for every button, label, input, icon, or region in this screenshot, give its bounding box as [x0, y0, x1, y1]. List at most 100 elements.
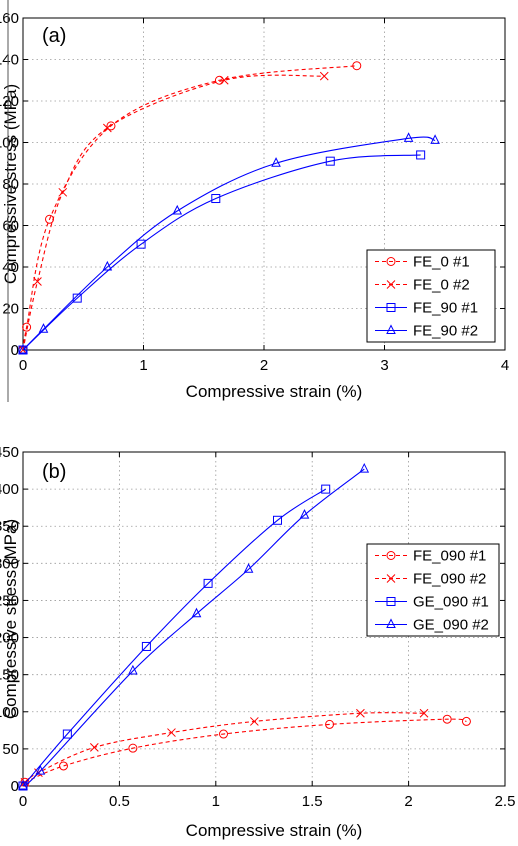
- series-line: [24, 718, 467, 783]
- data-point: [352, 61, 362, 71]
- series-fe-0-2: [18, 71, 329, 355]
- data-point: [18, 779, 28, 790]
- data-point: [243, 563, 254, 573]
- y-tick-label: 100: [0, 135, 19, 152]
- x-tick-label: 1: [212, 793, 220, 810]
- y-tick-label: 150: [0, 667, 19, 684]
- x-tick-label: 2.5: [495, 793, 516, 810]
- legend-label: FE_0 #2: [413, 277, 470, 294]
- data-point: [38, 323, 49, 333]
- y-tick-label: 20: [2, 301, 19, 318]
- y-tick-label: 350: [0, 518, 19, 535]
- data-point: [203, 578, 213, 588]
- y-tick-label: 60: [2, 218, 19, 235]
- data-point: [128, 664, 138, 675]
- panel-label: (a): [42, 25, 66, 47]
- x-tick-label: 4: [501, 357, 509, 374]
- data-point: [22, 322, 32, 332]
- data-point: [35, 765, 46, 775]
- legend-label: GE_090 #1: [413, 594, 489, 611]
- data-point: [33, 277, 42, 286]
- data-point: [442, 714, 452, 724]
- legend-label: FE_90 #1: [413, 300, 478, 317]
- series-ge-090-2: [18, 462, 370, 790]
- y-tick-label: 120: [0, 93, 19, 110]
- y-axis-label: Compressive stress (MPa): [1, 84, 20, 284]
- data-point: [167, 728, 176, 737]
- y-tick-label: 450: [0, 444, 19, 461]
- legend-label: FE_0 #1: [413, 254, 470, 271]
- data-point: [359, 462, 370, 473]
- y-tick-label: 100: [0, 704, 19, 721]
- legend-marker: [386, 551, 396, 560]
- legend-label: FE_090 #1: [413, 548, 486, 565]
- data-point: [102, 260, 113, 271]
- y-tick-label: 400: [0, 481, 19, 498]
- legend-label: FE_090 #2: [413, 571, 486, 588]
- data-point: [416, 150, 426, 160]
- data-point: [18, 343, 28, 354]
- y-axis-label: Compressive stress (MPa): [1, 519, 20, 719]
- legend-label: FE_90 #2: [413, 323, 478, 340]
- data-point: [191, 607, 202, 618]
- data-point: [102, 123, 112, 133]
- x-tick-label: 1.5: [302, 793, 323, 810]
- data-point: [250, 717, 259, 726]
- series-line: [22, 74, 325, 351]
- panel-label: (b): [42, 461, 66, 483]
- legend: FE_0 #1 FE_0 #2 FE_90 #1 FE_90 #2: [366, 249, 496, 343]
- data-point: [319, 71, 329, 81]
- legend: FE_090 #1 FE_090 #2 GE_090 #1 GE_090 #2: [366, 543, 500, 637]
- data-point: [58, 761, 68, 771]
- legend-marker: [386, 574, 396, 583]
- chart-panel-b: 0 0.5 1 1.5 2 2.5 0 50 100 150 200 250 300 350 400 450 C…: [0, 444, 515, 840]
- x-tick-label: 3: [380, 357, 388, 374]
- data-point: [106, 121, 116, 131]
- y-tick-label: 140: [0, 52, 19, 69]
- data-point: [299, 508, 310, 519]
- legend-marker: [386, 280, 396, 289]
- y-tick-label: 0: [11, 342, 19, 359]
- legend-marker: [386, 303, 396, 312]
- legend-marker: [386, 257, 396, 266]
- x-tick-label: 1: [139, 357, 147, 374]
- data-point: [461, 716, 471, 726]
- x-tick-label: 0: [19, 357, 27, 374]
- data-point: [58, 187, 68, 197]
- y-tick-label: 160: [0, 10, 19, 27]
- data-point: [62, 729, 72, 739]
- legend-label: GE_090 #2: [413, 617, 489, 634]
- y-tick-label: 300: [0, 555, 19, 572]
- legend-marker: [386, 324, 396, 334]
- axes-box: [22, 451, 506, 787]
- series-fe-90-2: [18, 132, 440, 354]
- data-point: [214, 75, 224, 85]
- y-tick-label: 50: [2, 741, 19, 758]
- data-point: [356, 708, 365, 718]
- data-point: [219, 75, 229, 85]
- y-tick-label: 80: [2, 176, 19, 193]
- data-point: [72, 293, 82, 303]
- data-point: [136, 239, 146, 249]
- series-line: [22, 488, 326, 787]
- series-line: [22, 154, 421, 351]
- x-axis-label: Compressive strain (%): [186, 382, 363, 401]
- data-point: [271, 157, 281, 167]
- x-tick-label: 0: [19, 793, 27, 810]
- data-point: [211, 194, 221, 204]
- y-tick-label: 250: [0, 592, 19, 609]
- data-point: [89, 743, 99, 752]
- data-point: [403, 132, 414, 142]
- data-point: [219, 729, 229, 739]
- data-point: [128, 743, 138, 753]
- y-tick-label: 0: [11, 778, 19, 795]
- series-fe-90-1: [18, 150, 426, 355]
- x-tick-label: 0.5: [109, 793, 130, 810]
- y-tick-label: 200: [0, 630, 19, 647]
- data-point: [272, 515, 282, 525]
- x-tick-label: 2: [260, 357, 268, 374]
- legend-marker: [386, 597, 396, 606]
- data-point: [430, 134, 440, 144]
- data-point: [172, 204, 183, 215]
- data-point: [321, 484, 331, 494]
